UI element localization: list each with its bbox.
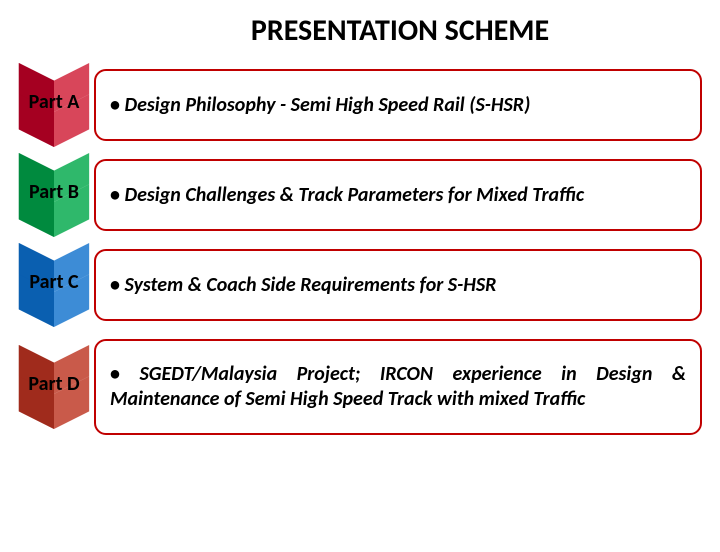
- row-part-a: Part A • Design Philosophy - Semi High Sp…: [18, 69, 702, 141]
- rows-container: Part A • Design Philosophy - Semi High Sp…: [0, 69, 720, 435]
- row-part-c: Part C • System & Coach Side Requirements…: [18, 249, 702, 321]
- page-title: PRESENTATION SCHEME: [0, 12, 720, 49]
- part-b-chevron: Part B: [18, 159, 90, 231]
- part-d-content-text: • SGEDT/Malaysia Project; IRCON experien…: [110, 362, 686, 412]
- part-c-content-text: • System & Coach Side Requirements for S…: [110, 273, 496, 298]
- row-part-b: Part B • Design Challenges & Track Parame…: [18, 159, 702, 231]
- part-b-label: Part B: [29, 180, 79, 204]
- part-d-chevron: Part D: [18, 339, 90, 435]
- part-d-content-box: • SGEDT/Malaysia Project; IRCON experien…: [94, 339, 702, 435]
- row-part-d: Part D • SGEDT/Malaysia Project; IRCON ex…: [18, 339, 702, 435]
- part-a-chevron: Part A: [18, 69, 90, 141]
- part-a-label: Part A: [29, 90, 80, 114]
- part-a-content-box: • Design Philosophy - Semi High Speed Ra…: [94, 69, 702, 141]
- part-b-content-text: • Design Challenges & Track Parameters f…: [110, 183, 584, 208]
- part-a-content-text: • Design Philosophy - Semi High Speed Ra…: [110, 93, 530, 118]
- part-d-label: Part D: [28, 372, 79, 396]
- part-c-chevron: Part C: [18, 249, 90, 321]
- part-c-label: Part C: [29, 270, 78, 294]
- part-c-content-box: • System & Coach Side Requirements for S…: [94, 249, 702, 321]
- part-b-content-box: • Design Challenges & Track Parameters f…: [94, 159, 702, 231]
